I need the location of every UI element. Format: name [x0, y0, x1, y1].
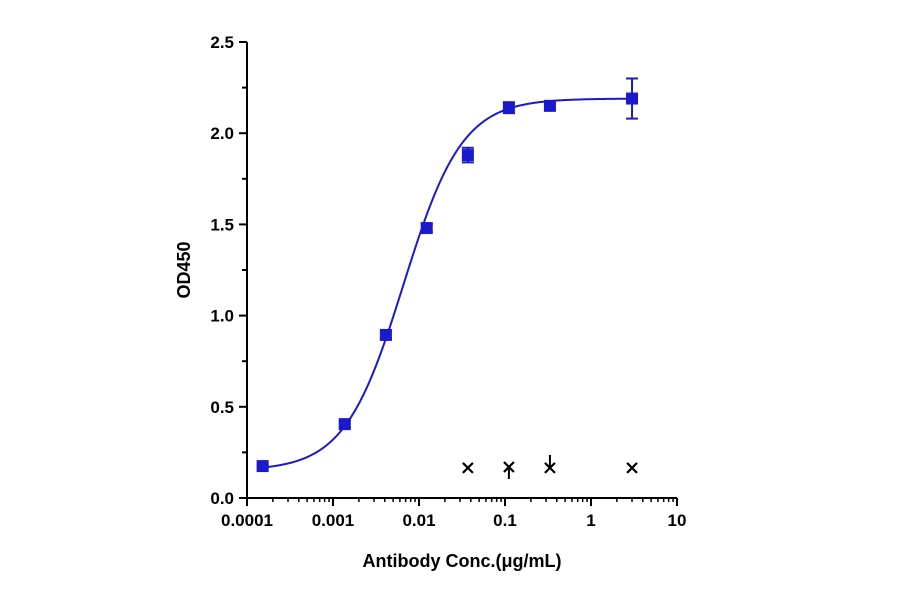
y-tick-label: 0.0 [210, 489, 234, 508]
axes: 0.0 0.5 1.0 1.5 2.0 2.5 0.0001 0.001 0.01 0.1 1 10 [210, 33, 686, 530]
excluded-marker [626, 462, 638, 474]
data-point [461, 149, 474, 162]
x-tick-label: 10 [668, 511, 687, 530]
fit-curve [262, 97, 633, 469]
x-tick-label: 1 [586, 511, 595, 530]
y-tick-label: 1.0 [210, 307, 234, 326]
x-axis-label: Antibody Conc.(μg/mL) [363, 551, 562, 571]
data-point [379, 328, 392, 341]
y-tick-label: 0.5 [210, 398, 234, 417]
x-tick-label: 0.01 [402, 511, 435, 530]
y-tick-label: 1.5 [210, 215, 234, 234]
y-axis-label: OD450 [174, 241, 194, 298]
x-tick-label: 0.001 [312, 511, 355, 530]
excluded-marker [462, 462, 474, 474]
x-tick-label: 0.1 [493, 511, 517, 530]
y-tick-label: 2.5 [210, 33, 234, 52]
data-point [626, 92, 639, 105]
y-tick-label: 2.0 [210, 124, 234, 143]
data-point [502, 101, 515, 114]
x-tick-label: 0.0001 [221, 511, 273, 530]
data-point [543, 99, 556, 112]
data-point [338, 418, 351, 431]
plot-marks [256, 77, 639, 479]
data-point [420, 222, 433, 235]
data-point [256, 460, 269, 473]
